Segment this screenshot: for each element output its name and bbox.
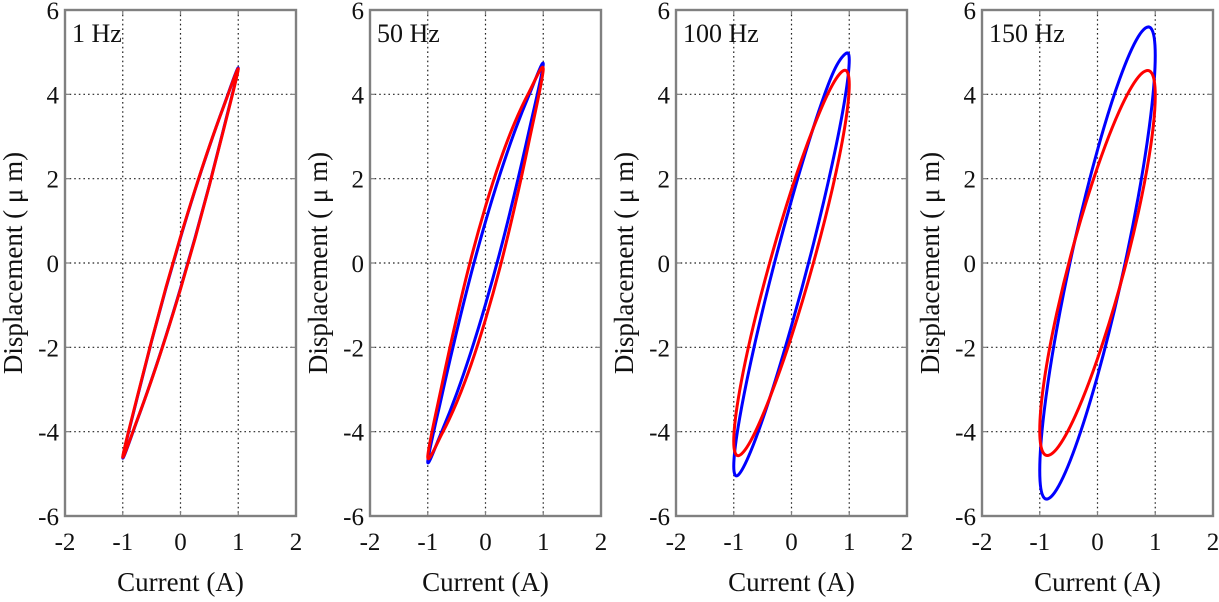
y-tick-label: -2 [955,335,976,362]
y-tick-label: 6 [47,0,60,25]
x-tick-label: -1 [417,529,438,556]
y-tick-label: -6 [649,504,670,531]
x-tick-label: 0 [174,529,187,556]
x-tick-label: 1 [1149,529,1162,556]
y-tick-label: 2 [352,167,365,194]
y-tick-label: 4 [352,82,365,109]
x-axis-label: Current (A) [1034,567,1161,597]
x-tick-label: 0 [785,529,798,556]
y-tick-label: -4 [649,420,670,447]
x-tick-label: -1 [723,529,744,556]
y-axis-label: Displacement ( μ m) [303,152,333,374]
x-tick-label: 1 [537,529,550,556]
x-axis-label: Current (A) [728,567,855,597]
panel-frequency-label: 100 Hz [683,19,759,48]
x-tick-label: 1 [232,529,245,556]
y-tick-label: 0 [47,251,60,278]
y-axis-label: Displacement ( μ m) [609,152,639,374]
x-tick-label: 0 [1091,529,1104,556]
x-tick-label: -2 [55,529,76,556]
y-tick-label: -2 [649,335,670,362]
y-tick-label: 6 [352,0,365,25]
x-axis-label: Current (A) [422,567,549,597]
series-red-loop [121,67,240,459]
panel-150hz: -2 -1 0 1 2 -6 -4 -2 0 2 4 6 Current (A) Displacement… [915,0,1219,597]
y-tick-label: 0 [964,251,977,278]
panel-frequency-label: 150 Hz [989,19,1065,48]
y-axis-label: Displacement ( μ m) [915,152,945,374]
x-tick-label: 1 [843,529,856,556]
y-tick-label: -6 [343,504,364,531]
series-blue-loop [1038,25,1157,501]
x-tick-label: 2 [901,529,914,556]
x-axis-label: Current (A) [117,567,244,597]
y-axis-label: Displacement ( μ m) [0,152,28,374]
x-tick-label: 0 [479,529,492,556]
y-tick-label: 0 [352,251,365,278]
panel-100hz: -2 -1 0 1 2 -6 -4 -2 0 2 4 6 Current (A) Displacement… [609,0,913,597]
y-tick-label: 4 [47,82,60,109]
y-tick-label: 0 [658,251,671,278]
y-tick-label: -6 [38,504,59,531]
panel-frequency-label: 50 Hz [377,19,440,48]
y-tick-label: -4 [343,420,364,447]
series-red-loop [1038,69,1157,457]
y-tick-label: 4 [658,82,671,109]
x-tick-label: -1 [1029,529,1050,556]
y-tick-label: -6 [955,504,976,531]
y-tick-label: -2 [38,335,59,362]
x-tick-label: 2 [1207,529,1219,556]
series-red-loop [732,68,851,458]
y-tick-label: 6 [964,0,977,25]
x-tick-label: -2 [972,529,993,556]
y-tick-label: 6 [658,0,671,25]
y-tick-label: -4 [955,420,976,447]
y-tick-label: -4 [38,420,59,447]
x-tick-label: -2 [360,529,381,556]
x-tick-label: 2 [290,529,303,556]
series-red-loop [426,65,545,461]
x-tick-label: 2 [595,529,608,556]
x-tick-label: -2 [666,529,687,556]
y-tick-label: 2 [47,167,60,194]
series-blue-loop [426,61,545,465]
panel-frequency-label: 1 Hz [72,19,122,48]
y-tick-label: -2 [343,335,364,362]
y-tick-label: 2 [964,167,977,194]
y-tick-label: 4 [964,82,977,109]
x-tick-label: -1 [112,529,133,556]
y-tick-label: 2 [658,167,671,194]
panel-50hz: -2 -1 0 1 2 -6 -4 -2 0 2 4 6 Current (A) Displacement… [303,0,607,597]
panel-1hz: -2 -1 0 1 2 -6 -4 -2 0 2 4 6 Current (A) Displacement… [0,0,302,597]
